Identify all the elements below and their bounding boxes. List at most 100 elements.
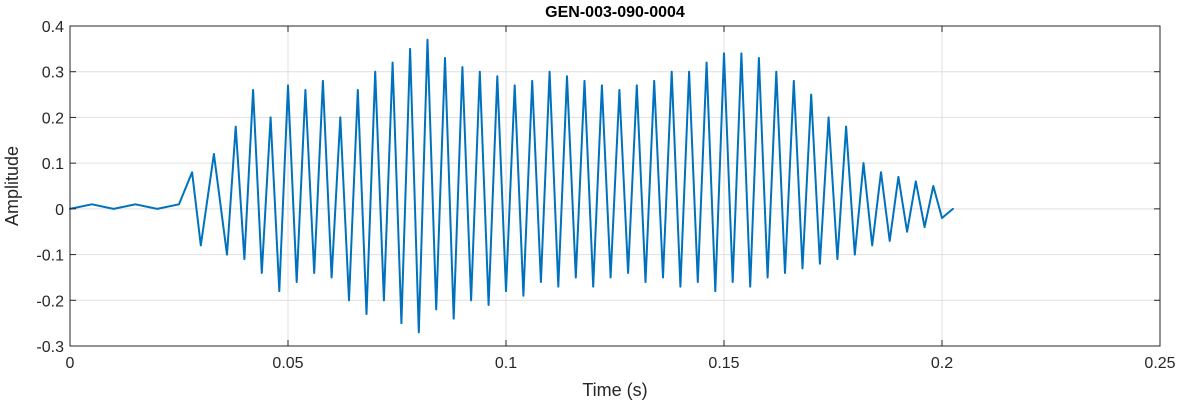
signal-point [365, 313, 368, 315]
signal-point [575, 276, 577, 279]
signal-point [923, 226, 926, 228]
signal-point [357, 89, 359, 91]
y-tick-label: -0.1 [36, 248, 64, 265]
signal-point [295, 281, 298, 283]
signal-point [522, 294, 525, 297]
signal-point [213, 153, 215, 155]
signal-point [487, 304, 490, 306]
x-tick-label: 0.1 [495, 355, 517, 372]
signal-point [714, 290, 717, 292]
signal-point [609, 276, 612, 279]
signal-point [897, 176, 900, 178]
signal-point [269, 116, 272, 119]
y-tick-label: 0 [55, 202, 64, 219]
signal-point [330, 276, 333, 279]
signal-point [731, 281, 734, 283]
signal-point [557, 285, 560, 288]
y-axis-label: Amplitude [2, 146, 22, 226]
signal-point [644, 281, 647, 283]
x-tick-label: 0.2 [931, 355, 953, 372]
signal-point [705, 61, 708, 64]
signal-point [679, 285, 682, 288]
signal-point [819, 262, 821, 265]
signal-series-line [69, 38, 954, 334]
signal-point [845, 125, 847, 128]
signal-point [134, 203, 137, 206]
signal-point [793, 80, 795, 82]
signal-point [252, 89, 254, 91]
y-tick-label: 0.3 [42, 65, 64, 82]
signal-point [801, 267, 804, 270]
signal-point [287, 84, 289, 87]
signal-point [91, 203, 93, 206]
signal-point [592, 285, 594, 288]
signal-point [758, 57, 760, 59]
x-tick-label: 0.15 [708, 355, 739, 372]
signal-point [191, 171, 193, 174]
signal-point [836, 258, 839, 260]
signal-point [339, 116, 342, 119]
signal-point [670, 70, 673, 73]
signal-point [784, 272, 786, 274]
signal-point [322, 80, 324, 82]
y-tick-label: 0.4 [42, 19, 64, 36]
signal-point [952, 208, 954, 210]
signal-point [178, 203, 180, 206]
signal-point [880, 171, 882, 174]
signal-point [304, 89, 307, 91]
signal-point [766, 276, 769, 279]
y-tick-label: -0.3 [36, 339, 64, 356]
y-tick-label: 0.2 [42, 110, 64, 127]
signal-point [391, 61, 394, 64]
signal-point [531, 80, 533, 82]
signal-point [688, 70, 690, 73]
signal-point [723, 52, 725, 55]
signal-point [435, 308, 438, 311]
signal-point [461, 66, 464, 68]
signal-point [662, 276, 664, 279]
y-tick-label: 0.1 [42, 156, 64, 173]
signal-point [854, 253, 856, 256]
signal-point [313, 272, 316, 274]
signal-point [112, 208, 115, 210]
signal-point [540, 281, 542, 283]
x-tick-label: 0.25 [1144, 355, 1175, 372]
signal-point [941, 217, 943, 219]
signal-point [479, 70, 481, 73]
signal-point [418, 331, 420, 334]
signal-point [200, 244, 202, 247]
signal-point [653, 80, 655, 82]
signal-point [915, 180, 917, 183]
signal-point [810, 93, 812, 96]
signal-point [740, 52, 743, 55]
signal-point [775, 70, 778, 73]
signal-point [400, 322, 403, 324]
signal-point [348, 299, 350, 302]
signal-point [888, 240, 891, 242]
signal-point [261, 272, 263, 274]
signal-point [243, 258, 246, 260]
signal-point [566, 75, 568, 78]
signal-point [583, 80, 586, 82]
signal-layer [69, 38, 954, 334]
signal-point [505, 290, 507, 292]
signal-point [513, 84, 516, 87]
signal-point [906, 230, 908, 233]
signal-point [932, 185, 935, 187]
signal-point [452, 317, 455, 320]
plot-box [69, 25, 1161, 347]
signal-point [234, 125, 237, 128]
signal-point [226, 253, 228, 256]
signal-point [862, 162, 865, 164]
signal-point [697, 281, 699, 283]
signal-point [426, 38, 429, 41]
signal-point [618, 89, 621, 91]
y-axis: -0.3 -0.2 -0.1 0 0.1 0.2 0.3 0.4 [36, 19, 1160, 356]
signal-point [548, 70, 551, 73]
signal-point [374, 70, 377, 73]
signal-point [636, 84, 638, 87]
x-axis-label: Time (s) [582, 380, 647, 400]
signal-point [156, 208, 158, 210]
signal-point [749, 285, 751, 288]
